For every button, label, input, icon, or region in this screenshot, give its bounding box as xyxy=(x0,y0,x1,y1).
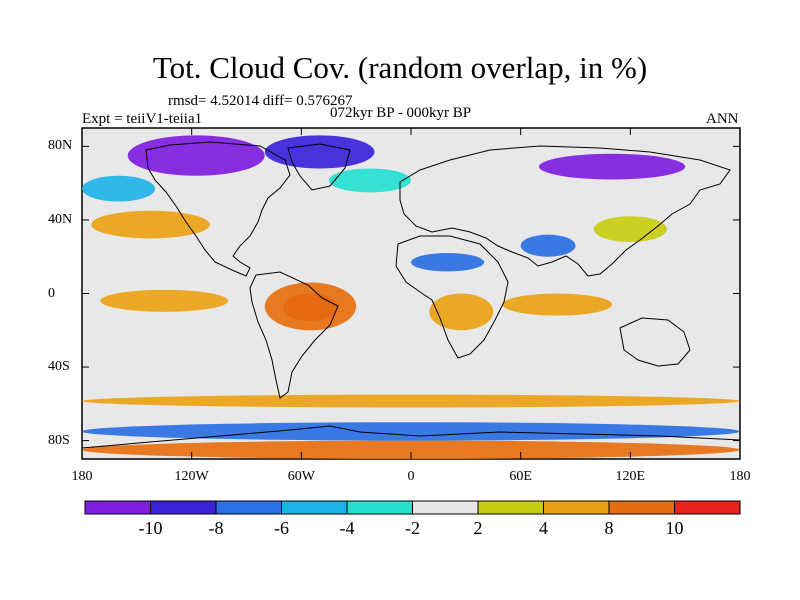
x-axis xyxy=(81,128,741,459)
colorbar-box xyxy=(608,500,675,515)
y-tick-label: 40N xyxy=(48,211,73,227)
y-tick-label: 0 xyxy=(48,285,55,301)
colorbar-box xyxy=(281,500,348,515)
colorbar-box xyxy=(543,500,610,515)
x-tick-label: 60W xyxy=(287,469,315,484)
x-tick-label: 0 xyxy=(407,469,415,484)
colorbar-label: -10 xyxy=(138,518,163,538)
colorbar-label: -6 xyxy=(274,518,289,538)
south-america-outline xyxy=(249,271,339,399)
anomaly-region-india-blue xyxy=(520,234,576,257)
y-tick-label: 80S xyxy=(48,432,70,448)
anomaly-region-antarctic-blue xyxy=(82,422,740,441)
x-tick-label: 60E xyxy=(509,469,532,484)
experiment-label: Expt = teiiV1-teiia1 xyxy=(82,111,203,127)
y-axis xyxy=(82,145,740,442)
colorbar-box xyxy=(215,500,282,515)
anomaly-region-east-pacific-orange xyxy=(100,289,229,312)
anomaly-region-siberia-decrease xyxy=(538,153,686,180)
colorbar-label: -4 xyxy=(339,518,355,538)
eurasia-outline xyxy=(399,145,731,277)
africa-outline xyxy=(395,235,509,359)
anomaly-region-china-yellow xyxy=(593,216,667,243)
colorbar-box xyxy=(150,500,217,515)
colorbar-box xyxy=(412,500,479,515)
australia-outline xyxy=(619,317,691,367)
chart-title: Tot. Cloud Cov. (random overlap, in %) xyxy=(152,50,648,85)
greenland-outline xyxy=(287,143,351,191)
colorbar-label: 8 xyxy=(604,518,614,538)
anomaly-region-sahara-blue xyxy=(411,253,485,272)
x-tick-label: 120W xyxy=(174,469,209,484)
anomaly-region-antarctic-red xyxy=(82,440,740,459)
continent-outlines xyxy=(81,141,741,449)
colorbar-label: -2 xyxy=(405,518,420,538)
y-tick-label: 80N xyxy=(48,138,73,154)
anomaly-region-north-atlantic-cyan xyxy=(328,168,411,193)
x-tick-label: 180 xyxy=(71,469,93,484)
anomaly-regions xyxy=(82,135,740,459)
anomaly-region-north-pacific-cyan xyxy=(82,175,156,202)
anomaly-region-arctic-canada-decrease xyxy=(127,135,265,176)
colorbar-label: 4 xyxy=(539,518,548,538)
colorbar-box xyxy=(674,500,741,515)
north-america-outline xyxy=(145,141,291,277)
anomaly-region-north-pacific-orange xyxy=(91,210,210,239)
x-tick-label: 180 xyxy=(729,469,751,484)
anomaly-region-indian-ocean-orange xyxy=(502,293,613,316)
colorbar-boxes xyxy=(84,500,741,515)
colorbar-label: 10 xyxy=(665,518,684,538)
stats-label: rmsd= 4.52014 diff= 0.576267 xyxy=(168,93,353,109)
anomaly-region-central-africa-orange xyxy=(429,293,494,331)
y-tick-label: 40S xyxy=(48,359,70,375)
season-label: ANN xyxy=(706,111,739,127)
anomaly-region-southern-ocean-orange xyxy=(82,394,740,408)
x-tick-label: 120E xyxy=(615,469,646,484)
colorbar-label: 2 xyxy=(473,518,483,538)
colorbar-box xyxy=(84,500,151,515)
colorbar-box xyxy=(346,500,413,515)
colorbar-label: -8 xyxy=(208,518,224,538)
colorbar-box xyxy=(477,500,544,515)
antarctica-outline xyxy=(81,425,741,449)
period-label: 072kyr BP - 000kyr BP xyxy=(330,105,472,121)
